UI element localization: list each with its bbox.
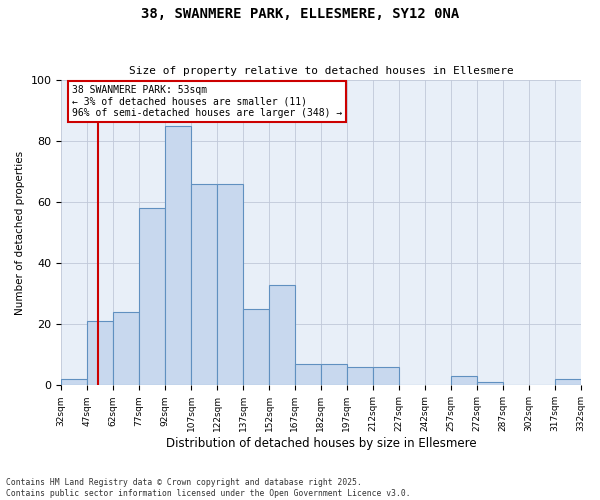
Bar	[61, 379, 87, 386]
Text: 38 SWANMERE PARK: 53sqm
← 3% of detached houses are smaller (11)
96% of semi-det: 38 SWANMERE PARK: 53sqm ← 3% of detached…	[71, 84, 342, 118]
Title: Size of property relative to detached houses in Ellesmere: Size of property relative to detached ho…	[128, 66, 513, 76]
Y-axis label: Number of detached properties: Number of detached properties	[15, 150, 25, 315]
Bar	[321, 364, 347, 386]
X-axis label: Distribution of detached houses by size in Ellesmere: Distribution of detached houses by size …	[166, 437, 476, 450]
Bar	[165, 126, 191, 386]
Bar	[295, 364, 321, 386]
Bar	[347, 367, 373, 386]
Bar	[554, 379, 581, 386]
Bar	[217, 184, 243, 386]
Bar	[191, 184, 217, 386]
Bar	[87, 321, 113, 386]
Bar	[451, 376, 476, 386]
Text: 38, SWANMERE PARK, ELLESMERE, SY12 0NA: 38, SWANMERE PARK, ELLESMERE, SY12 0NA	[141, 8, 459, 22]
Bar	[113, 312, 139, 386]
Bar	[139, 208, 165, 386]
Bar	[243, 309, 269, 386]
Bar	[476, 382, 503, 386]
Bar	[373, 367, 399, 386]
Text: Contains HM Land Registry data © Crown copyright and database right 2025.
Contai: Contains HM Land Registry data © Crown c…	[6, 478, 410, 498]
Bar	[269, 284, 295, 386]
